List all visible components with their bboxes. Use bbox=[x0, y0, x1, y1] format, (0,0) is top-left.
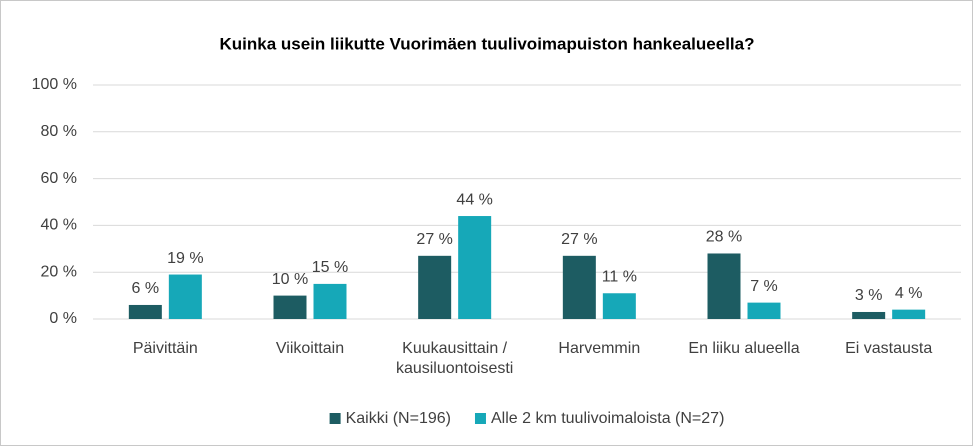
data-label: 19 % bbox=[167, 250, 203, 267]
data-label: 44 % bbox=[456, 191, 492, 208]
data-label: 11 % bbox=[602, 268, 637, 285]
bar bbox=[562, 255, 596, 319]
legend-swatch bbox=[329, 413, 341, 424]
chart-title: Kuinka usein liikutte Vuorimäen tuulivoi… bbox=[220, 34, 755, 53]
bar bbox=[707, 253, 741, 319]
x-tick-label: En liiku alueella bbox=[688, 340, 800, 357]
y-tick-label: 40 % bbox=[41, 217, 77, 234]
data-label: 28 % bbox=[706, 229, 742, 246]
data-label: 27 % bbox=[561, 231, 597, 248]
bar bbox=[313, 283, 347, 319]
bar bbox=[852, 311, 886, 319]
bar bbox=[273, 295, 307, 319]
bar bbox=[418, 255, 452, 319]
y-tick-label: 20 % bbox=[41, 263, 77, 280]
data-label: 15 % bbox=[312, 259, 348, 276]
y-tick-label: 80 % bbox=[41, 123, 77, 140]
bar bbox=[458, 216, 492, 319]
y-tick-label: 0 % bbox=[49, 310, 77, 327]
bar bbox=[128, 304, 162, 319]
data-label: 3 % bbox=[855, 287, 883, 304]
bar bbox=[747, 302, 781, 319]
x-tick-label: Harvemmin bbox=[558, 340, 641, 357]
bar bbox=[602, 293, 636, 319]
legend-label: Kaikki (N=196) bbox=[346, 410, 451, 427]
x-tick-label: Päivittäin bbox=[132, 340, 198, 357]
data-label: 4 % bbox=[895, 285, 923, 302]
data-label: 27 % bbox=[416, 231, 452, 248]
data-label: 6 % bbox=[132, 280, 160, 297]
x-tick-label: Ei vastausta bbox=[845, 340, 933, 357]
x-tick-label: Viikoittain bbox=[275, 340, 345, 357]
bar bbox=[168, 274, 202, 319]
legend-label: Alle 2 km tuulivoimaloista (N=27) bbox=[491, 410, 724, 427]
data-label: 7 % bbox=[750, 278, 778, 295]
x-tick-label: Kuukausittain / kausiluontoisesti bbox=[395, 340, 514, 377]
y-tick-label: 100 % bbox=[32, 76, 77, 93]
bar bbox=[892, 309, 926, 319]
legend-swatch bbox=[474, 413, 486, 424]
y-tick-label: 60 % bbox=[41, 170, 77, 187]
data-label: 10 % bbox=[272, 271, 308, 288]
